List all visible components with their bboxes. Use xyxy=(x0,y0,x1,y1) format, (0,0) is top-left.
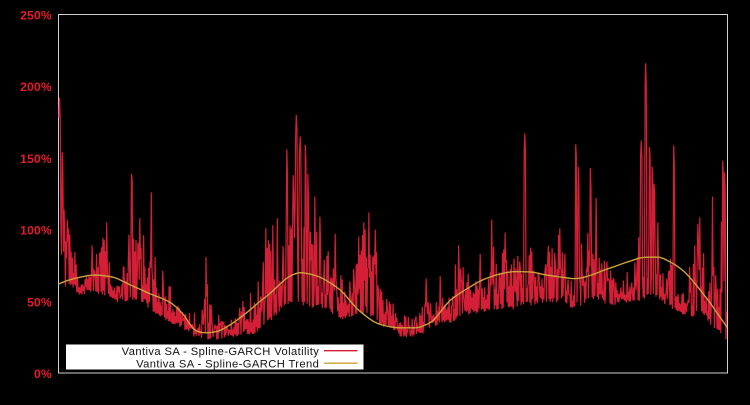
svg-text:250%: 250% xyxy=(20,9,52,23)
svg-text:Vantiva SA - Spline-GARCH Vola: Vantiva SA - Spline-GARCH Volatility xyxy=(122,346,320,358)
svg-text:200%: 200% xyxy=(20,80,52,94)
svg-text:0%: 0% xyxy=(34,367,52,381)
svg-text:100%: 100% xyxy=(20,224,52,238)
svg-text:Vantiva SA - Spline-GARCH Tren: Vantiva SA - Spline-GARCH Trend xyxy=(136,358,319,370)
svg-text:150%: 150% xyxy=(20,152,52,166)
svg-text:50%: 50% xyxy=(27,295,52,309)
